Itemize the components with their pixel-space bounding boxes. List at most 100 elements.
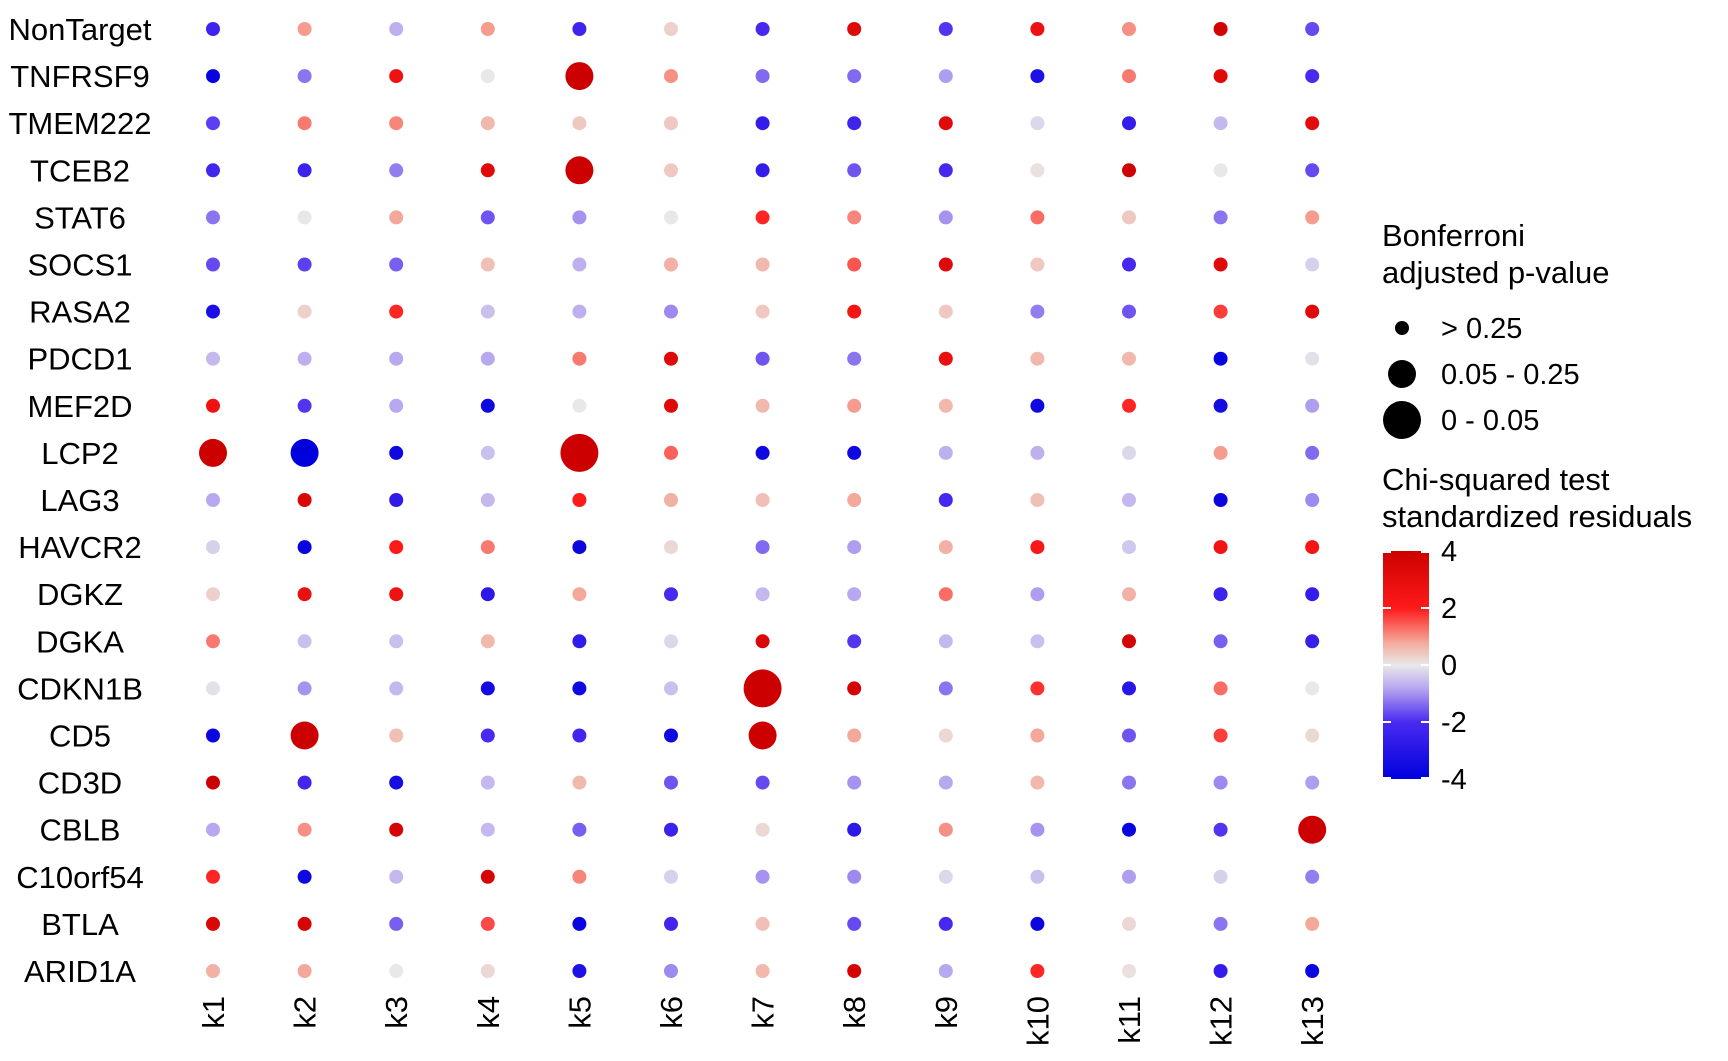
row-label-c10orf54: C10orf54: [16, 860, 144, 895]
dot-havcr2-k12: [1213, 540, 1228, 555]
size-legend-title-line-1: Bonferroni: [1382, 218, 1525, 253]
dot-btla-k2: [297, 916, 312, 931]
dot-arid1a-k2: [297, 964, 312, 978]
dot-cd3d-k2: [297, 775, 312, 790]
dot-dgka-k13: [1305, 634, 1320, 649]
dot-tmem222-k5: [572, 116, 587, 131]
dot-tceb2-k6: [664, 163, 678, 178]
dot-dgka-k5: [572, 634, 587, 649]
dot-tnfrsf9-k5: [565, 62, 594, 91]
dot-havcr2-k6: [664, 540, 678, 555]
dot-tceb2-k13: [1305, 163, 1320, 178]
dot-mef2d-k3: [389, 398, 404, 413]
dot-havcr2-k9: [938, 540, 953, 555]
dot-cdkn1b-k12: [1213, 681, 1228, 696]
row-label-dgkz: DGKZ: [37, 577, 123, 612]
row-label-cblb: CBLB: [40, 813, 121, 848]
dot-stat6-k4: [480, 210, 495, 225]
dot-mef2d-k9: [938, 398, 953, 413]
dot-havcr2-k1: [206, 540, 220, 555]
dot-arid1a-k7: [755, 964, 770, 978]
dot-pdcd1-k1: [206, 351, 220, 366]
dot-dgkz-k5: [572, 587, 587, 602]
dot-c10orf54-k8: [847, 869, 862, 884]
dot-cblb-k11: [1122, 822, 1136, 837]
dot-tceb2-k8: [847, 163, 862, 178]
dot-cblb-k4: [480, 822, 495, 837]
column-label-k9: k9: [929, 996, 964, 1029]
dot-cblb-k10: [1030, 822, 1045, 837]
dot-nontarget-k9: [938, 22, 953, 36]
size-legend-label-1: 0.05 - 0.25: [1441, 359, 1580, 391]
dot-rasa2-k2: [297, 304, 312, 319]
dot-cd5-k11: [1122, 728, 1136, 743]
dot-stat6-k9: [938, 210, 953, 225]
row-label-tceb2: TCEB2: [30, 153, 130, 188]
dot-dgka-k11: [1122, 634, 1136, 649]
dot-cd3d-k11: [1122, 775, 1136, 790]
dot-mef2d-k4: [480, 398, 495, 413]
column-label-k12: k12: [1204, 996, 1239, 1046]
dot-btla-k4: [480, 916, 495, 931]
dot-lcp2-k8: [847, 445, 862, 460]
dot-rasa2-k4: [480, 304, 495, 319]
dot-pdcd1-k13: [1305, 351, 1320, 366]
dot-arid1a-k9: [938, 964, 953, 978]
row-label-havcr2: HAVCR2: [18, 530, 141, 565]
dot-btla-k11: [1122, 916, 1136, 931]
dot-pdcd1-k11: [1122, 351, 1136, 366]
dot-pdcd1-k2: [297, 351, 312, 366]
dot-tmem222-k6: [664, 116, 678, 131]
color-legend-tick-label-2: 0: [1441, 650, 1457, 682]
dot-havcr2-k3: [389, 540, 404, 555]
dot-cdkn1b-k2: [297, 681, 312, 696]
column-label-k4: k4: [471, 996, 506, 1029]
dot-cdkn1b-k9: [938, 681, 953, 696]
dot-mef2d-k2: [297, 398, 312, 413]
dot-havcr2-k11: [1122, 540, 1136, 555]
dot-socs1-k7: [755, 257, 770, 272]
row-label-mef2d: MEF2D: [27, 389, 132, 424]
dot-cd5-k8: [847, 728, 862, 743]
dot-btla-k8: [847, 916, 862, 931]
dot-c10orf54-k11: [1122, 869, 1136, 884]
dot-tceb2-k1: [206, 163, 220, 178]
dot-dgka-k8: [847, 634, 862, 649]
dot-lcp2-k13: [1305, 445, 1320, 460]
dot-tnfrsf9-k7: [755, 69, 770, 84]
dot-tmem222-k4: [480, 116, 495, 131]
dot-lag3-k9: [938, 493, 953, 507]
dot-mef2d-k7: [755, 398, 770, 413]
dot-lag3-k3: [389, 493, 404, 507]
color-legend-tick-label-0: 4: [1441, 536, 1457, 568]
dot-lcp2-k3: [389, 445, 404, 460]
row-label-pdcd1: PDCD1: [27, 342, 132, 377]
dot-pdcd1-k7: [755, 351, 770, 366]
dot-tceb2-k7: [755, 163, 770, 178]
dot-btla-k3: [389, 916, 404, 931]
dot-tceb2-k2: [297, 163, 312, 178]
dot-arid1a-k1: [206, 964, 220, 978]
dot-lcp2-k12: [1213, 445, 1228, 460]
dot-lag3-k11: [1122, 493, 1136, 507]
row-label-rasa2: RASA2: [29, 295, 131, 330]
dot-cd3d-k9: [938, 775, 953, 790]
dot-havcr2-k5: [572, 540, 587, 555]
dot-socs1-k9: [938, 257, 953, 272]
dot-arid1a-k13: [1305, 964, 1320, 978]
dot-lcp2-k9: [938, 445, 953, 460]
dot-stat6-k10: [1030, 210, 1045, 225]
dot-cd5-k10: [1030, 728, 1045, 743]
dot-lcp2-k6: [664, 445, 678, 460]
dot-dgkz-k4: [480, 587, 495, 602]
dot-socs1-k5: [572, 257, 587, 272]
size-legend-dot-0: [1395, 321, 1409, 335]
dot-c10orf54-k9: [938, 869, 953, 884]
dot-socs1-k10: [1030, 257, 1045, 272]
row-label-cd5: CD5: [49, 719, 111, 754]
size-legend-dot-1: [1388, 360, 1416, 388]
dot-lcp2-k4: [480, 445, 495, 460]
dot-lcp2-k7: [755, 445, 770, 460]
dot-c10orf54-k1: [206, 869, 220, 884]
